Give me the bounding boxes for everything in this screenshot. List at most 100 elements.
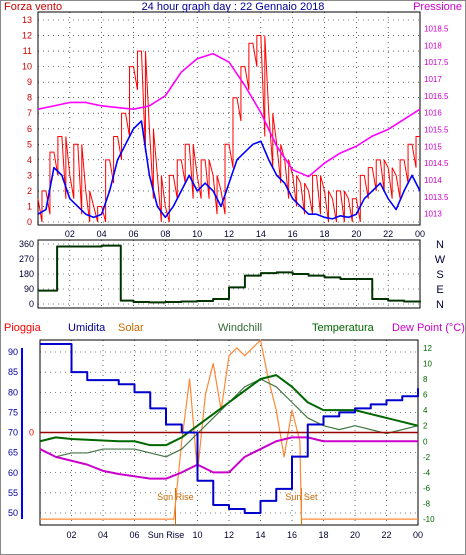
panel3-x-tick: 18: [318, 530, 328, 540]
panel1-y-left-tick: 4: [27, 155, 32, 165]
panel3-sun-set-label: Sun Set: [285, 492, 318, 502]
panel1-legend-left: Forza vento: [4, 1, 62, 13]
panel3-y-right-tick: 2: [423, 422, 428, 431]
panel1-y-right-tick: 1018.5: [424, 24, 449, 33]
series-humidity-line: [40, 342, 419, 514]
panel3-legend-item: Umidita: [68, 322, 106, 334]
panel3-y-left-tick: 50: [8, 508, 18, 518]
panel3-legend-item: Temperatura: [312, 322, 375, 334]
panel1-y-left-tick: 8: [27, 93, 32, 103]
series-pressure-line: [37, 52, 421, 178]
panel1-x-tick: 04: [97, 229, 107, 239]
panel2-y-tick: 180: [19, 269, 34, 279]
series-dewpoint-line: [39, 436, 418, 480]
panel2-compass-label: N: [436, 239, 444, 251]
panel1-y-left-tick: 11: [23, 46, 32, 56]
panel1-x-tick: 10: [192, 229, 202, 239]
panel3-y-left-tick: 55: [8, 488, 18, 498]
panel2-compass-label: W: [435, 254, 446, 266]
panel1-x-tick: 06: [128, 229, 138, 239]
panel1-y-right-tick: 1014: [424, 176, 442, 185]
panel2-compass-label: N: [436, 299, 444, 311]
panel1-x-tick: 08: [160, 229, 170, 239]
panel1-y-right-tick: 1013.5: [424, 193, 449, 202]
panel1-y-left-tick: 1: [27, 201, 32, 211]
panel3-x-tick: 12: [224, 530, 234, 540]
panel1-x-tick: 12: [224, 229, 234, 239]
panel1-y-right-tick: 1017.5: [424, 58, 449, 67]
panel1-y-left-tick: 12: [22, 31, 32, 41]
panel3-y-left-tick: 65: [8, 448, 18, 458]
series-wind-direction-line: [38, 244, 421, 304]
panel3-y-left-tick: 60: [8, 468, 18, 478]
panel1-y-left-tick: 6: [27, 124, 32, 134]
panel3-y-right-tick: -6: [423, 484, 431, 493]
panel1-x-tick: 18: [319, 229, 329, 239]
panel1-y-left-tick: 10: [22, 62, 32, 72]
series-solar-line: [40, 339, 418, 520]
panel1-y-right-tick: 1017: [424, 75, 442, 84]
panel3-legend-item: Pioggia: [4, 322, 42, 334]
panel1-y-right-tick: 1016: [424, 109, 442, 118]
panel3-y-right-tick: -10: [423, 515, 435, 524]
panel1-y-left-tick: 13: [22, 15, 32, 25]
panel3-x-tick: 00: [413, 530, 423, 540]
panel3-y-right-tick: -2: [423, 453, 431, 462]
panel3-x-tick: 14: [255, 530, 265, 540]
series-wind-avg-line: [37, 120, 421, 220]
panel3-y-right-tick: 8: [423, 375, 428, 384]
panel1-x-tick: 00: [415, 229, 425, 239]
panel3-y-right-tick: 4: [423, 406, 428, 415]
panel1-x-tick: 20: [351, 229, 361, 239]
panel3-y-right-tick: -4: [423, 468, 431, 477]
panel1-y-left-tick: 5: [27, 139, 32, 149]
panel1-y-right-tick: 1018: [424, 41, 442, 50]
panel1-x-tick: 14: [256, 229, 266, 239]
panel2-y-tick: 270: [19, 254, 34, 264]
panel3-y-right-tick: 12: [423, 344, 432, 353]
panel1-y-right-tick: 1015.5: [424, 125, 449, 134]
panel1-y-right-tick: 1015: [424, 142, 442, 151]
panel3-y-left-tick: 80: [8, 387, 18, 397]
panel2-y-tick: 90: [24, 284, 34, 294]
panel3-y-left-tick: 75: [8, 407, 18, 417]
panel3-y-left-tick: 90: [8, 347, 18, 357]
panel2-y-tick: 360: [19, 239, 34, 249]
panel1-frame: [37, 11, 421, 226]
panel1-y-left-tick: 0: [27, 217, 32, 227]
panel1-y-left-tick: 2: [27, 186, 32, 196]
panel1-legend-right: Pressione: [413, 1, 462, 13]
panel3-x-tick: 16: [287, 530, 297, 540]
panel3-y-right-tick: 6: [423, 391, 428, 400]
panel3-y-right-tick: 0: [423, 437, 428, 446]
panel3-y-left-tick: 85: [8, 367, 18, 377]
panel1-x-tick: 02: [65, 229, 75, 239]
panel3-x-tick: 10: [192, 530, 202, 540]
panel3-legend-item: Solar: [118, 322, 144, 334]
panel1-y-left-tick: 7: [27, 108, 32, 118]
panel2-compass-label: E: [436, 284, 443, 296]
panel1-y-left-tick: 3: [27, 170, 32, 180]
panel3-x-tick: 22: [381, 530, 391, 540]
panel1-y-left-tick: 9: [27, 77, 32, 87]
panel3-x-tick: 06: [129, 530, 139, 540]
panel1-x-tick: 22: [383, 229, 393, 239]
panel3-x-tick: 20: [350, 530, 360, 540]
panel3-y-right-tick: -8: [423, 500, 431, 509]
panel3-legend-item: Dew Point (°C): [392, 322, 465, 334]
panel3-x-tick: 02: [66, 530, 76, 540]
panel1-y-right-tick: 1014.5: [424, 159, 449, 168]
panel3-legend-item: Windchill: [218, 322, 262, 334]
series-wind-gust-line: [37, 35, 420, 223]
panel3-y-left-tick: 70: [8, 428, 18, 438]
panel2-y-tick: 0: [29, 299, 34, 309]
panel2-compass-label: S: [436, 269, 443, 281]
panel3-x-tick: Sun Rise: [148, 530, 185, 540]
panel3-sun-rise-label: Sun Rise: [157, 492, 194, 502]
panel1-y-right-tick: 1016.5: [424, 92, 449, 101]
panel3-rain-tick: 0: [29, 428, 34, 438]
panel1-title: 24 hour graph day : 22 Gennaio 2018: [142, 1, 325, 13]
panel1-y-right-tick: 1013: [424, 210, 442, 219]
